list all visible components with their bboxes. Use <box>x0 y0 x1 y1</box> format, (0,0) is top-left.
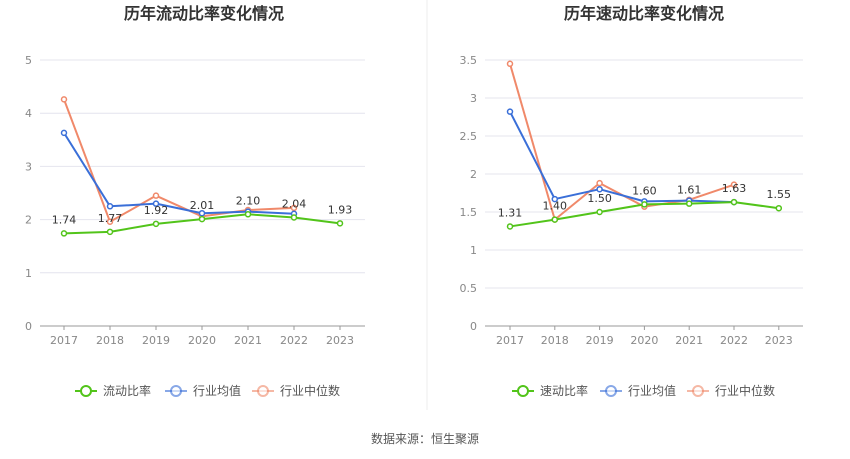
data-point <box>551 195 559 203</box>
data-label: 1.63 <box>722 182 747 195</box>
y-tick-label: 3 <box>470 92 477 105</box>
x-tick-label: 2018 <box>541 334 569 347</box>
y-tick-label: 2 <box>25 214 32 227</box>
chart-panel-2: 历年速动比率变化情况 0 0.5 1 1.5 2 2.5 3 3.5 2017 2018 2019 20… <box>460 4 803 398</box>
legend-marker <box>80 385 92 397</box>
data-point <box>152 220 160 228</box>
data-point <box>290 214 298 221</box>
x-tick-label: 2023 <box>326 334 354 347</box>
data-label: 1.93 <box>328 203 353 216</box>
y-tick-label: 3 <box>25 160 32 173</box>
y-tick-label: 1 <box>470 244 477 257</box>
legend-label: 速动比率 <box>540 383 588 398</box>
legend-item-2: 行业均值 <box>600 383 676 398</box>
legend-label: 流动比率 <box>103 383 151 398</box>
data-point <box>641 201 648 208</box>
legend-label: 行业均值 <box>193 383 241 398</box>
x-tick-label: 2021 <box>675 334 703 347</box>
data-point <box>198 209 206 217</box>
data-point <box>506 108 514 115</box>
data-point <box>106 228 114 236</box>
legend-marker <box>692 385 704 397</box>
x-tick-label: 2022 <box>720 334 748 347</box>
x-tick-label: 2019 <box>142 334 170 347</box>
data-point <box>106 203 114 210</box>
data-point <box>152 192 160 199</box>
data-label: 2.10 <box>236 194 261 207</box>
y-tick-label: 0 <box>25 320 32 333</box>
x-tick-label: 2022 <box>280 334 308 347</box>
y-tick-label: 3.5 <box>460 54 478 67</box>
data-label: 1.40 <box>543 200 568 213</box>
data-point <box>106 218 114 225</box>
y-tick-label: 2 <box>470 168 477 181</box>
legend-label: 行业中位数 <box>280 383 340 398</box>
data-point <box>730 198 738 206</box>
legend-item-1: 速动比率 <box>512 383 588 398</box>
data-point <box>152 200 160 207</box>
data-point <box>596 179 603 187</box>
chart-title: 历年流动比率变化情况 <box>124 4 284 23</box>
data-point <box>290 204 298 212</box>
data-label: 1.61 <box>677 184 702 197</box>
data-point <box>244 211 252 218</box>
data-point <box>685 200 693 207</box>
x-tick-label: 2017 <box>496 334 524 347</box>
data-label: 1.74 <box>52 213 77 226</box>
y-tick-label: 5 <box>25 54 32 67</box>
chart-title: 历年速动比率变化情况 <box>564 4 724 23</box>
data-point <box>506 60 514 68</box>
legend-item-2: 行业均值 <box>165 383 241 398</box>
series-line-2 <box>509 111 735 204</box>
y-tick-label: 4 <box>25 107 32 120</box>
legend-marker <box>257 385 269 397</box>
x-tick-label: 2021 <box>234 334 262 347</box>
data-point <box>551 216 559 223</box>
data-point <box>60 230 68 237</box>
y-tick-label: 0.5 <box>460 282 478 295</box>
legend-item-3: 行业中位数 <box>252 383 340 398</box>
x-tick-label: 2018 <box>96 334 124 347</box>
data-label: 1.50 <box>587 192 612 205</box>
legend-item-3: 行业中位数 <box>687 383 775 398</box>
y-tick-label: 2.5 <box>460 130 478 143</box>
series-line-2 <box>63 132 295 215</box>
data-label: 1.60 <box>632 184 657 197</box>
data-point <box>336 220 344 227</box>
data-point <box>596 208 603 216</box>
y-tick-label: 1 <box>25 267 32 280</box>
data-point <box>60 96 68 103</box>
data-source: 数据来源：恒生聚源 <box>370 432 479 446</box>
legend-label: 行业均值 <box>628 383 676 398</box>
legend-label: 行业中位数 <box>715 383 775 398</box>
series-line-3 <box>63 99 295 223</box>
x-tick-label: 2023 <box>765 334 793 347</box>
legend-marker <box>605 385 617 397</box>
legend-item-1: 流动比率 <box>75 383 151 398</box>
data-point <box>506 223 514 230</box>
data-label: 2.04 <box>282 197 307 210</box>
data-label: 2.01 <box>190 199 215 212</box>
chart-panel-1: 历年流动比率变化情况 0 1 2 3 4 5 2017 2018 2019 2020 2021 2022… <box>25 4 365 398</box>
data-label: 1.92 <box>144 204 169 217</box>
data-label: 1.77 <box>98 212 123 225</box>
x-tick-label: 2019 <box>586 334 614 347</box>
y-tick-label: 0 <box>470 320 477 333</box>
data-point <box>596 185 603 193</box>
data-point <box>60 129 68 137</box>
x-tick-label: 2020 <box>188 334 216 347</box>
y-tick-label: 1.5 <box>460 206 478 219</box>
data-label: 1.31 <box>498 206 523 219</box>
data-point <box>198 215 206 223</box>
x-tick-label: 2020 <box>630 334 658 347</box>
data-point <box>730 181 738 188</box>
legend-marker <box>517 385 529 397</box>
x-tick-label: 2017 <box>50 334 78 347</box>
data-label: 1.55 <box>767 188 792 201</box>
data-point <box>775 204 783 212</box>
legend-marker <box>170 385 182 397</box>
